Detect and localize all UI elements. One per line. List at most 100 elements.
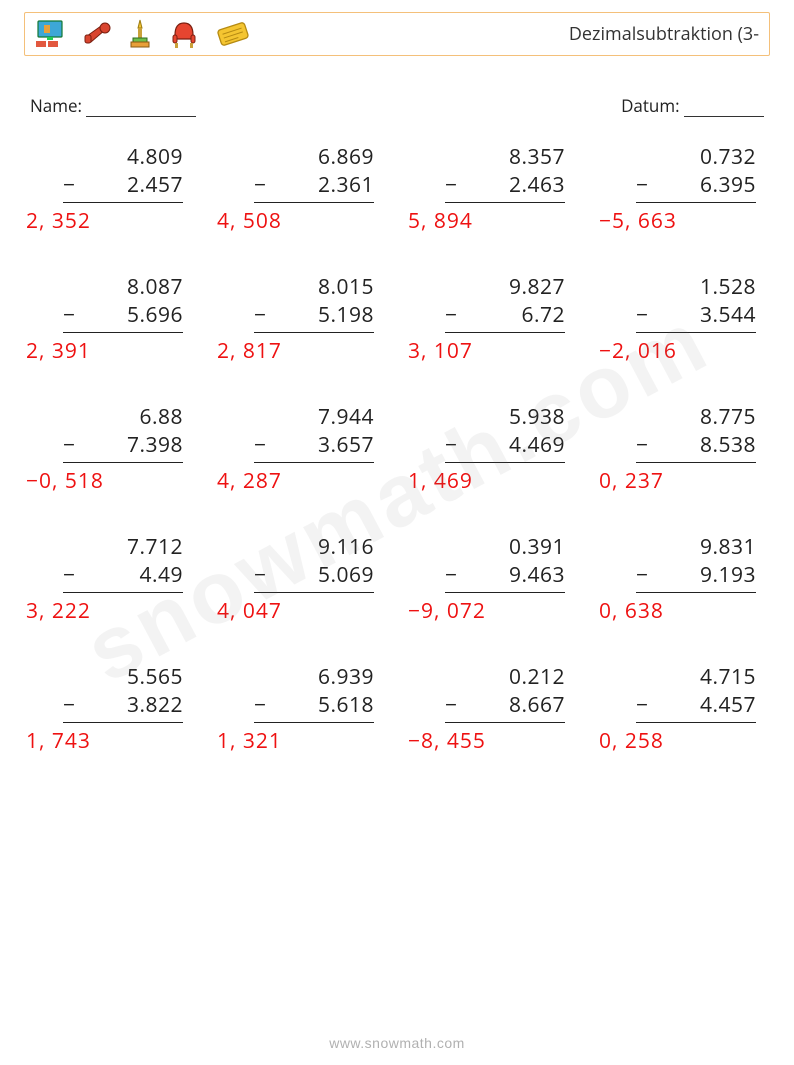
subtrahend-row: −5.198	[254, 301, 374, 329]
minus-sign: −	[636, 171, 650, 199]
rule-line	[445, 722, 565, 723]
subtrahend: 2.361	[268, 171, 374, 199]
minuend: 8.357	[445, 143, 565, 171]
rule-line	[254, 462, 374, 463]
subtrahend: 3.657	[268, 431, 374, 459]
rule-line	[254, 722, 374, 723]
answer: 0, 258	[593, 727, 774, 755]
problem-4: 0.732−6.395 −5, 663	[593, 143, 774, 235]
subtrahend-row: −6.395	[636, 171, 756, 199]
problem-2: 6.869−2.361 4, 508	[211, 143, 392, 235]
minus-sign: −	[63, 301, 77, 329]
answer: 3, 222	[20, 597, 201, 625]
answer: 2, 391	[20, 337, 201, 365]
minus-sign: −	[63, 561, 77, 589]
minuend: 0.212	[445, 663, 565, 691]
problem-stack: 8.357−2.463	[445, 143, 565, 203]
answer: 1, 743	[20, 727, 201, 755]
subtrahend-row: −8.538	[636, 431, 756, 459]
subtrahend-row: −4.469	[445, 431, 565, 459]
header-bar: Dezimalsubtraktion (3-	[24, 12, 770, 56]
minuend: 6.869	[254, 143, 374, 171]
trophy-icon	[127, 18, 153, 50]
problem-20: 4.715−4.457 0, 258	[593, 663, 774, 755]
megaphone-icon	[83, 20, 113, 48]
answer: 1, 469	[402, 467, 583, 495]
subtrahend: 5.198	[268, 301, 374, 329]
rule-line	[63, 462, 183, 463]
meta-row: Name: Datum:	[30, 94, 764, 117]
name-field: Name:	[30, 94, 196, 117]
problem-stack: 9.831−9.193	[636, 533, 756, 593]
answer: 0, 237	[593, 467, 774, 495]
answer: −5, 663	[593, 207, 774, 235]
answer: 0, 638	[593, 597, 774, 625]
subtrahend: 2.463	[459, 171, 565, 199]
minuend: 9.116	[254, 533, 374, 561]
subtrahend-row: −4.457	[636, 691, 756, 719]
rule-line	[254, 592, 374, 593]
minus-sign: −	[636, 691, 650, 719]
rule-line	[254, 332, 374, 333]
problem-stack: 4.715−4.457	[636, 663, 756, 723]
problem-19: 0.212−8.667−8, 455	[402, 663, 583, 755]
chair-icon	[167, 19, 201, 49]
date-underline	[684, 98, 764, 117]
rule-line	[63, 592, 183, 593]
problem-stack: 7.712−4.49	[63, 533, 183, 593]
minus-sign: −	[445, 171, 459, 199]
problem-stack: 9.116−5.069	[254, 533, 374, 593]
rule-line	[636, 592, 756, 593]
minus-sign: −	[445, 301, 459, 329]
answer: −2, 016	[593, 337, 774, 365]
ticket-icon	[215, 20, 251, 48]
problem-7: 9.827−6.72 3, 107	[402, 273, 583, 365]
minuend: 8.015	[254, 273, 374, 301]
problem-5: 8.087−5.696 2, 391	[20, 273, 201, 365]
problem-18: 6.939−5.6181, 321	[211, 663, 392, 755]
problems-grid: 4.809−2.4572, 3526.869−2.3614, 5088.357−…	[20, 143, 774, 755]
minus-sign: −	[254, 561, 268, 589]
rule-line	[63, 202, 183, 203]
problem-stack: 1.528−3.544	[636, 273, 756, 333]
date-label: Datum:	[621, 94, 679, 117]
rule-line	[636, 332, 756, 333]
subtrahend: 4.469	[459, 431, 565, 459]
date-field: Datum:	[621, 94, 764, 117]
subtrahend-row: −2.361	[254, 171, 374, 199]
problem-8: 1.528−3.544 −2, 016	[593, 273, 774, 365]
rule-line	[254, 202, 374, 203]
answer: 4, 047	[211, 597, 392, 625]
name-label: Name:	[30, 94, 82, 117]
subtrahend-row: −3.822	[63, 691, 183, 719]
problem-stack: 9.827−6.72	[445, 273, 565, 333]
minus-sign: −	[636, 431, 650, 459]
minus-sign: −	[445, 431, 459, 459]
subtrahend-row: −8.667	[445, 691, 565, 719]
problem-11: 5.938−4.4691, 469	[402, 403, 583, 495]
problem-14: 9.116−5.069 4, 047	[211, 533, 392, 625]
rule-line	[636, 202, 756, 203]
answer: −9, 072	[402, 597, 583, 625]
problem-stack: 6.939−5.618	[254, 663, 374, 723]
problem-12: 8.775−8.5380, 237	[593, 403, 774, 495]
problem-stack: 8.087−5.696	[63, 273, 183, 333]
answer: 3, 107	[402, 337, 583, 365]
answer: −0, 518	[20, 467, 201, 495]
problem-10: 7.944−3.6574, 287	[211, 403, 392, 495]
minuend: 1.528	[636, 273, 756, 301]
problem-13: 7.712−4.49 3, 222	[20, 533, 201, 625]
subtrahend: 6.395	[650, 171, 756, 199]
minuend: 5.565	[63, 663, 183, 691]
subtrahend-row: −2.463	[445, 171, 565, 199]
rule-line	[445, 202, 565, 203]
answer: 2, 352	[20, 207, 201, 235]
subtrahend: 5.618	[268, 691, 374, 719]
subtrahend: 4.49	[77, 561, 183, 589]
minus-sign: −	[63, 691, 77, 719]
minuend: 0.732	[636, 143, 756, 171]
subtrahend: 5.069	[268, 561, 374, 589]
problem-stack: 5.565−3.822	[63, 663, 183, 723]
minus-sign: −	[445, 691, 459, 719]
answer: 4, 508	[211, 207, 392, 235]
